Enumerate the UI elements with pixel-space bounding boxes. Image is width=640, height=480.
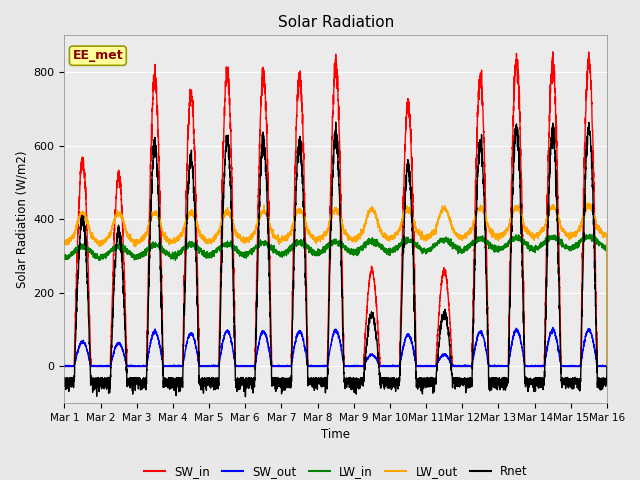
SW_out	[603, 363, 611, 369]
SW_in	[316, 363, 323, 369]
Text: EE_met: EE_met	[72, 49, 123, 62]
Rnet	[603, 363, 611, 369]
SW_in	[488, 363, 496, 369]
SW_out	[158, 356, 166, 361]
LW_out	[428, 231, 435, 237]
LW_out	[603, 363, 611, 369]
LW_out	[158, 227, 166, 233]
Rnet	[428, 384, 435, 389]
SW_in	[549, 49, 557, 55]
LW_in	[316, 251, 323, 256]
LW_in	[457, 246, 465, 252]
SW_in	[457, 363, 465, 369]
Line: Rnet: Rnet	[65, 122, 607, 396]
Line: SW_out: SW_out	[65, 327, 607, 366]
Y-axis label: Solar Radiation (W/m2): Solar Radiation (W/m2)	[15, 151, 28, 288]
Rnet	[316, 381, 323, 387]
SW_out	[457, 363, 465, 369]
LW_in	[488, 242, 496, 248]
Rnet	[241, 394, 249, 399]
Legend: SW_in, SW_out, LW_in, LW_out, Rnet: SW_in, SW_out, LW_in, LW_out, Rnet	[139, 461, 532, 480]
LW_in	[603, 363, 611, 369]
Rnet	[61, 379, 68, 385]
SW_out	[428, 363, 435, 369]
LW_in	[428, 246, 435, 252]
LW_in	[602, 245, 610, 251]
Title: Solar Radiation: Solar Radiation	[278, 15, 394, 30]
SW_in	[158, 300, 166, 306]
LW_in	[158, 247, 166, 253]
LW_out	[61, 239, 68, 245]
LW_out	[457, 236, 465, 241]
SW_in	[428, 363, 435, 369]
SW_out	[488, 363, 496, 369]
Rnet	[603, 375, 611, 381]
SW_in	[61, 363, 68, 369]
LW_in	[586, 231, 594, 237]
SW_out	[549, 324, 557, 330]
LW_out	[584, 200, 592, 206]
Line: LW_out: LW_out	[65, 203, 607, 366]
X-axis label: Time: Time	[321, 429, 350, 442]
SW_in	[602, 363, 610, 369]
LW_out	[316, 234, 323, 240]
Rnet	[458, 376, 465, 382]
Rnet	[332, 119, 340, 125]
Rnet	[158, 328, 166, 334]
LW_in	[61, 255, 68, 261]
SW_in	[603, 363, 611, 369]
LW_out	[488, 233, 496, 239]
LW_out	[602, 233, 610, 239]
SW_out	[602, 363, 610, 369]
Rnet	[488, 384, 496, 389]
Line: LW_in: LW_in	[65, 234, 607, 366]
SW_out	[61, 363, 68, 369]
Line: SW_in: SW_in	[65, 52, 607, 366]
SW_out	[316, 363, 323, 369]
